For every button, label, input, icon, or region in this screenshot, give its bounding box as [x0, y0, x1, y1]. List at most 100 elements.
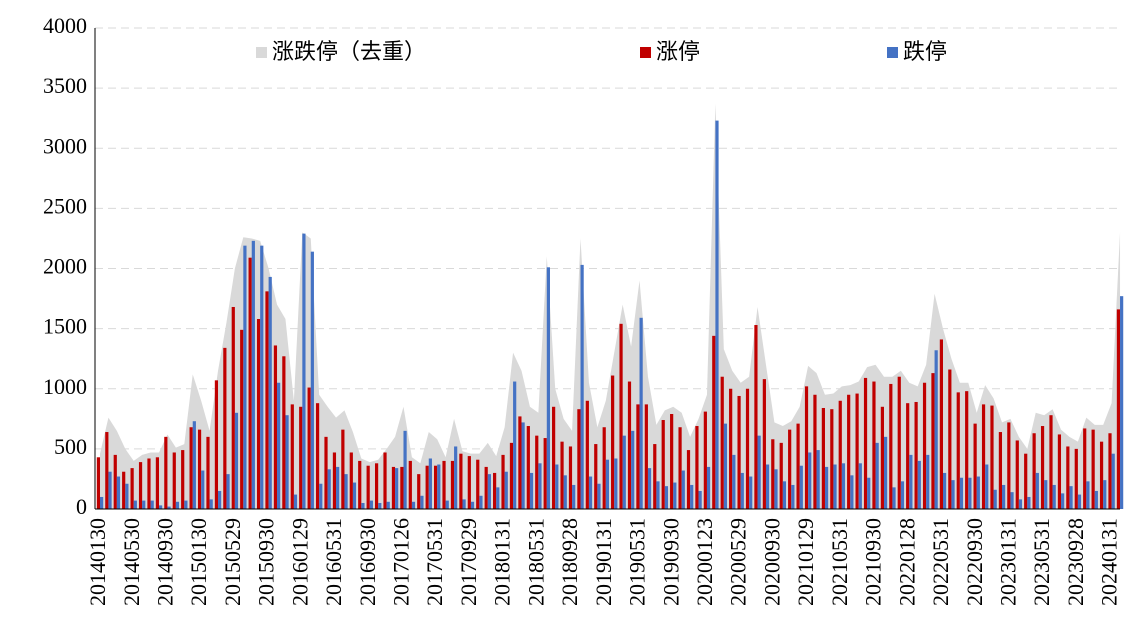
x-tick-label: 20210930 [861, 518, 886, 606]
bar [344, 474, 348, 509]
bar [732, 454, 736, 509]
bar [113, 454, 117, 509]
bar [487, 474, 491, 509]
bar [863, 377, 868, 509]
legend-swatch [640, 47, 651, 58]
bar [428, 458, 432, 509]
bar [804, 386, 809, 509]
bar [1035, 472, 1039, 509]
bar [484, 466, 488, 509]
bar [386, 501, 390, 509]
y-tick-label: 2500 [43, 193, 87, 218]
bar [133, 500, 137, 509]
bar [374, 463, 379, 509]
bar [167, 506, 171, 509]
bar [872, 381, 876, 509]
bar [552, 406, 556, 509]
bar [142, 500, 146, 509]
bar [931, 373, 935, 509]
bar [521, 422, 525, 509]
bar [998, 432, 1003, 509]
bar [631, 430, 635, 509]
y-tick-label: 3500 [43, 73, 87, 98]
bar [265, 291, 269, 509]
bar [678, 427, 682, 509]
bar [577, 409, 581, 509]
bar [774, 469, 778, 509]
bar [681, 470, 685, 509]
bar [226, 474, 230, 509]
bar [130, 468, 134, 509]
bar [400, 466, 404, 509]
bar [824, 466, 829, 509]
bar [799, 465, 803, 509]
bar [990, 405, 994, 509]
bar [892, 487, 896, 509]
bar [479, 495, 483, 509]
bar [206, 436, 210, 509]
bar [855, 393, 859, 509]
bar [493, 472, 497, 509]
bar [1086, 481, 1090, 509]
bar [268, 276, 272, 509]
bar [336, 466, 340, 509]
y-tick-label: 1500 [43, 314, 87, 339]
bar [698, 490, 702, 509]
x-tick-label: 20160930 [355, 518, 380, 606]
bar [125, 483, 129, 509]
bar [358, 460, 362, 509]
bar [159, 505, 163, 509]
bar [1099, 441, 1104, 509]
bar [614, 458, 618, 509]
bar [164, 436, 168, 509]
bar [243, 245, 247, 509]
bar [260, 245, 264, 509]
bar [765, 464, 770, 509]
bar [496, 487, 500, 509]
legend-swatch [256, 47, 267, 58]
bar [181, 450, 185, 509]
x-tick-label: 20160129 [287, 518, 312, 606]
bar [880, 406, 884, 509]
bar [324, 436, 328, 509]
bar [673, 482, 677, 509]
x-tick-label: 20140930 [152, 518, 177, 606]
bar [251, 240, 255, 509]
bar [214, 380, 219, 509]
bar [462, 499, 466, 509]
bar [411, 501, 416, 509]
bar [906, 403, 910, 509]
bar [1083, 428, 1087, 509]
bar [391, 466, 396, 509]
bar [745, 388, 750, 509]
bar [116, 476, 121, 509]
bar [1108, 433, 1112, 509]
bar [841, 463, 846, 509]
bar [96, 457, 100, 509]
legend-swatch [887, 47, 898, 58]
bar [513, 381, 517, 509]
bar [1111, 453, 1115, 509]
x-tick-label: 20210531 [827, 518, 852, 606]
x-tick-label: 20150529 [220, 518, 245, 606]
bar [172, 452, 176, 509]
bar [653, 444, 657, 509]
x-tick-label: 20230928 [1063, 518, 1088, 606]
x-tick-label: 20170929 [456, 518, 481, 606]
bar [1077, 494, 1082, 509]
bar [847, 394, 851, 509]
bar [729, 388, 733, 509]
bar [341, 429, 345, 509]
bar [1002, 484, 1006, 509]
bar [310, 251, 314, 510]
bar [1052, 484, 1056, 509]
bar [105, 432, 109, 509]
bar [830, 409, 834, 509]
bar [209, 499, 213, 509]
x-tick-label: 20220531 [928, 518, 953, 606]
bar [922, 382, 927, 509]
bar [695, 426, 699, 509]
bar [138, 462, 143, 509]
bar [661, 420, 665, 509]
bar [723, 423, 728, 509]
